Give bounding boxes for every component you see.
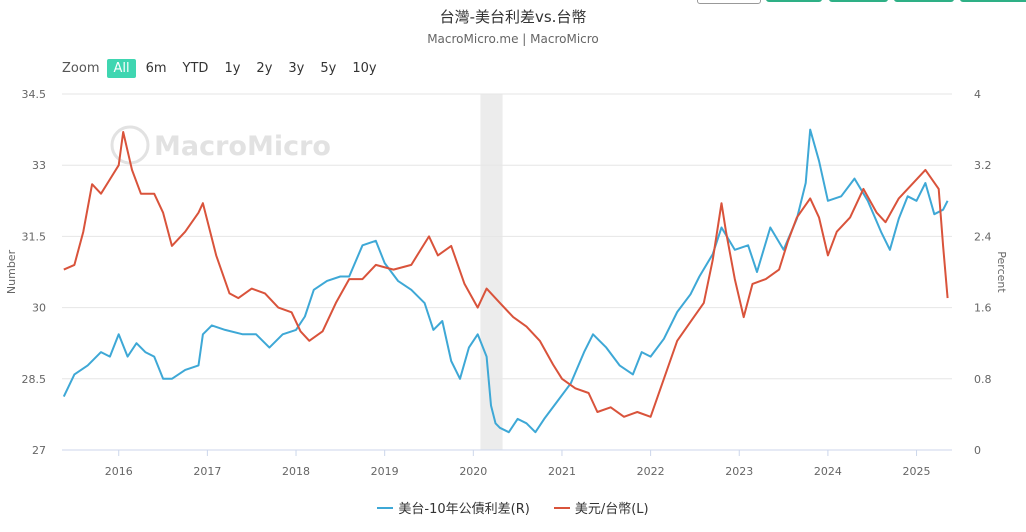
- y-right-tick-label: 1.6: [974, 302, 992, 315]
- legend-swatch: [553, 506, 570, 509]
- series-line-0: [62, 128, 949, 434]
- y-right-tick-label: 4: [974, 88, 981, 101]
- top-button-2[interactable]: [829, 0, 888, 2]
- top-button-1[interactable]: [766, 0, 822, 2]
- y-right-tick-label: 3.2: [974, 159, 992, 172]
- zoom-option-6m[interactable]: 6m: [145, 61, 167, 76]
- x-tick-label: 2022: [637, 465, 665, 478]
- y-right-tick-label: 0.8: [974, 373, 992, 386]
- legend-item-1[interactable]: 美元/台幣(L): [553, 498, 649, 517]
- watermark-text: MacroMicro: [154, 131, 331, 162]
- x-tick-label: 2020: [459, 465, 487, 478]
- x-tick-label: 2023: [725, 465, 753, 478]
- zoom-option-all[interactable]: All: [107, 59, 136, 78]
- zoom-selector: Zoom All 6m YTD 1y 2y 3y 5y 10y: [62, 59, 387, 78]
- y-right-tick-label: 0: [974, 444, 981, 457]
- recession-band: [480, 94, 503, 450]
- y-right-axis-title: Percent: [995, 251, 1008, 293]
- zoom-label: Zoom: [62, 61, 100, 76]
- x-tick-label: 2017: [193, 465, 221, 478]
- series-line-1: [63, 131, 949, 418]
- chart-legend: 美台-10年公債利差(R) 美元/台幣(L): [0, 498, 1026, 517]
- y-left-tick-label: 30: [32, 302, 46, 315]
- y-left-tick-label: 31.5: [22, 230, 47, 243]
- zoom-option-3y[interactable]: 3y: [288, 61, 305, 76]
- x-tick-label: 2016: [105, 465, 133, 478]
- legend-label: 美台-10年公債利差(R): [398, 502, 530, 517]
- y-right-tick-label: 2.4: [974, 230, 992, 243]
- y-left-tick-label: 33: [32, 159, 46, 172]
- y-left-tick-label: 34.5: [22, 88, 47, 101]
- x-tick-label: 2021: [548, 465, 576, 478]
- top-button-3[interactable]: [894, 0, 954, 2]
- zoom-option-10y[interactable]: 10y: [352, 61, 377, 76]
- legend-label: 美元/台幣(L): [574, 502, 649, 517]
- legend-swatch: [377, 506, 394, 509]
- x-tick-label: 2025: [903, 465, 931, 478]
- zoom-option-1y[interactable]: 1y: [224, 61, 241, 76]
- zoom-option-ytd[interactable]: YTD: [182, 61, 209, 76]
- chart-subtitle: MacroMicro.me | MacroMicro: [427, 32, 599, 46]
- legend-item-0[interactable]: 美台-10年公債利差(R): [377, 498, 530, 517]
- x-tick-label: 2024: [814, 465, 842, 478]
- top-button-4[interactable]: [960, 0, 1026, 2]
- y-left-tick-label: 28.5: [22, 373, 47, 386]
- x-tick-label: 2019: [371, 465, 399, 478]
- top-button-0[interactable]: [697, 0, 761, 4]
- chart-title: 台灣-美台利差vs.台幣: [439, 8, 587, 26]
- y-left-axis-title: Number: [5, 249, 18, 294]
- y-left-tick-label: 27: [32, 444, 46, 457]
- zoom-option-2y[interactable]: 2y: [256, 61, 273, 76]
- zoom-option-5y[interactable]: 5y: [320, 61, 337, 76]
- x-tick-label: 2018: [282, 465, 310, 478]
